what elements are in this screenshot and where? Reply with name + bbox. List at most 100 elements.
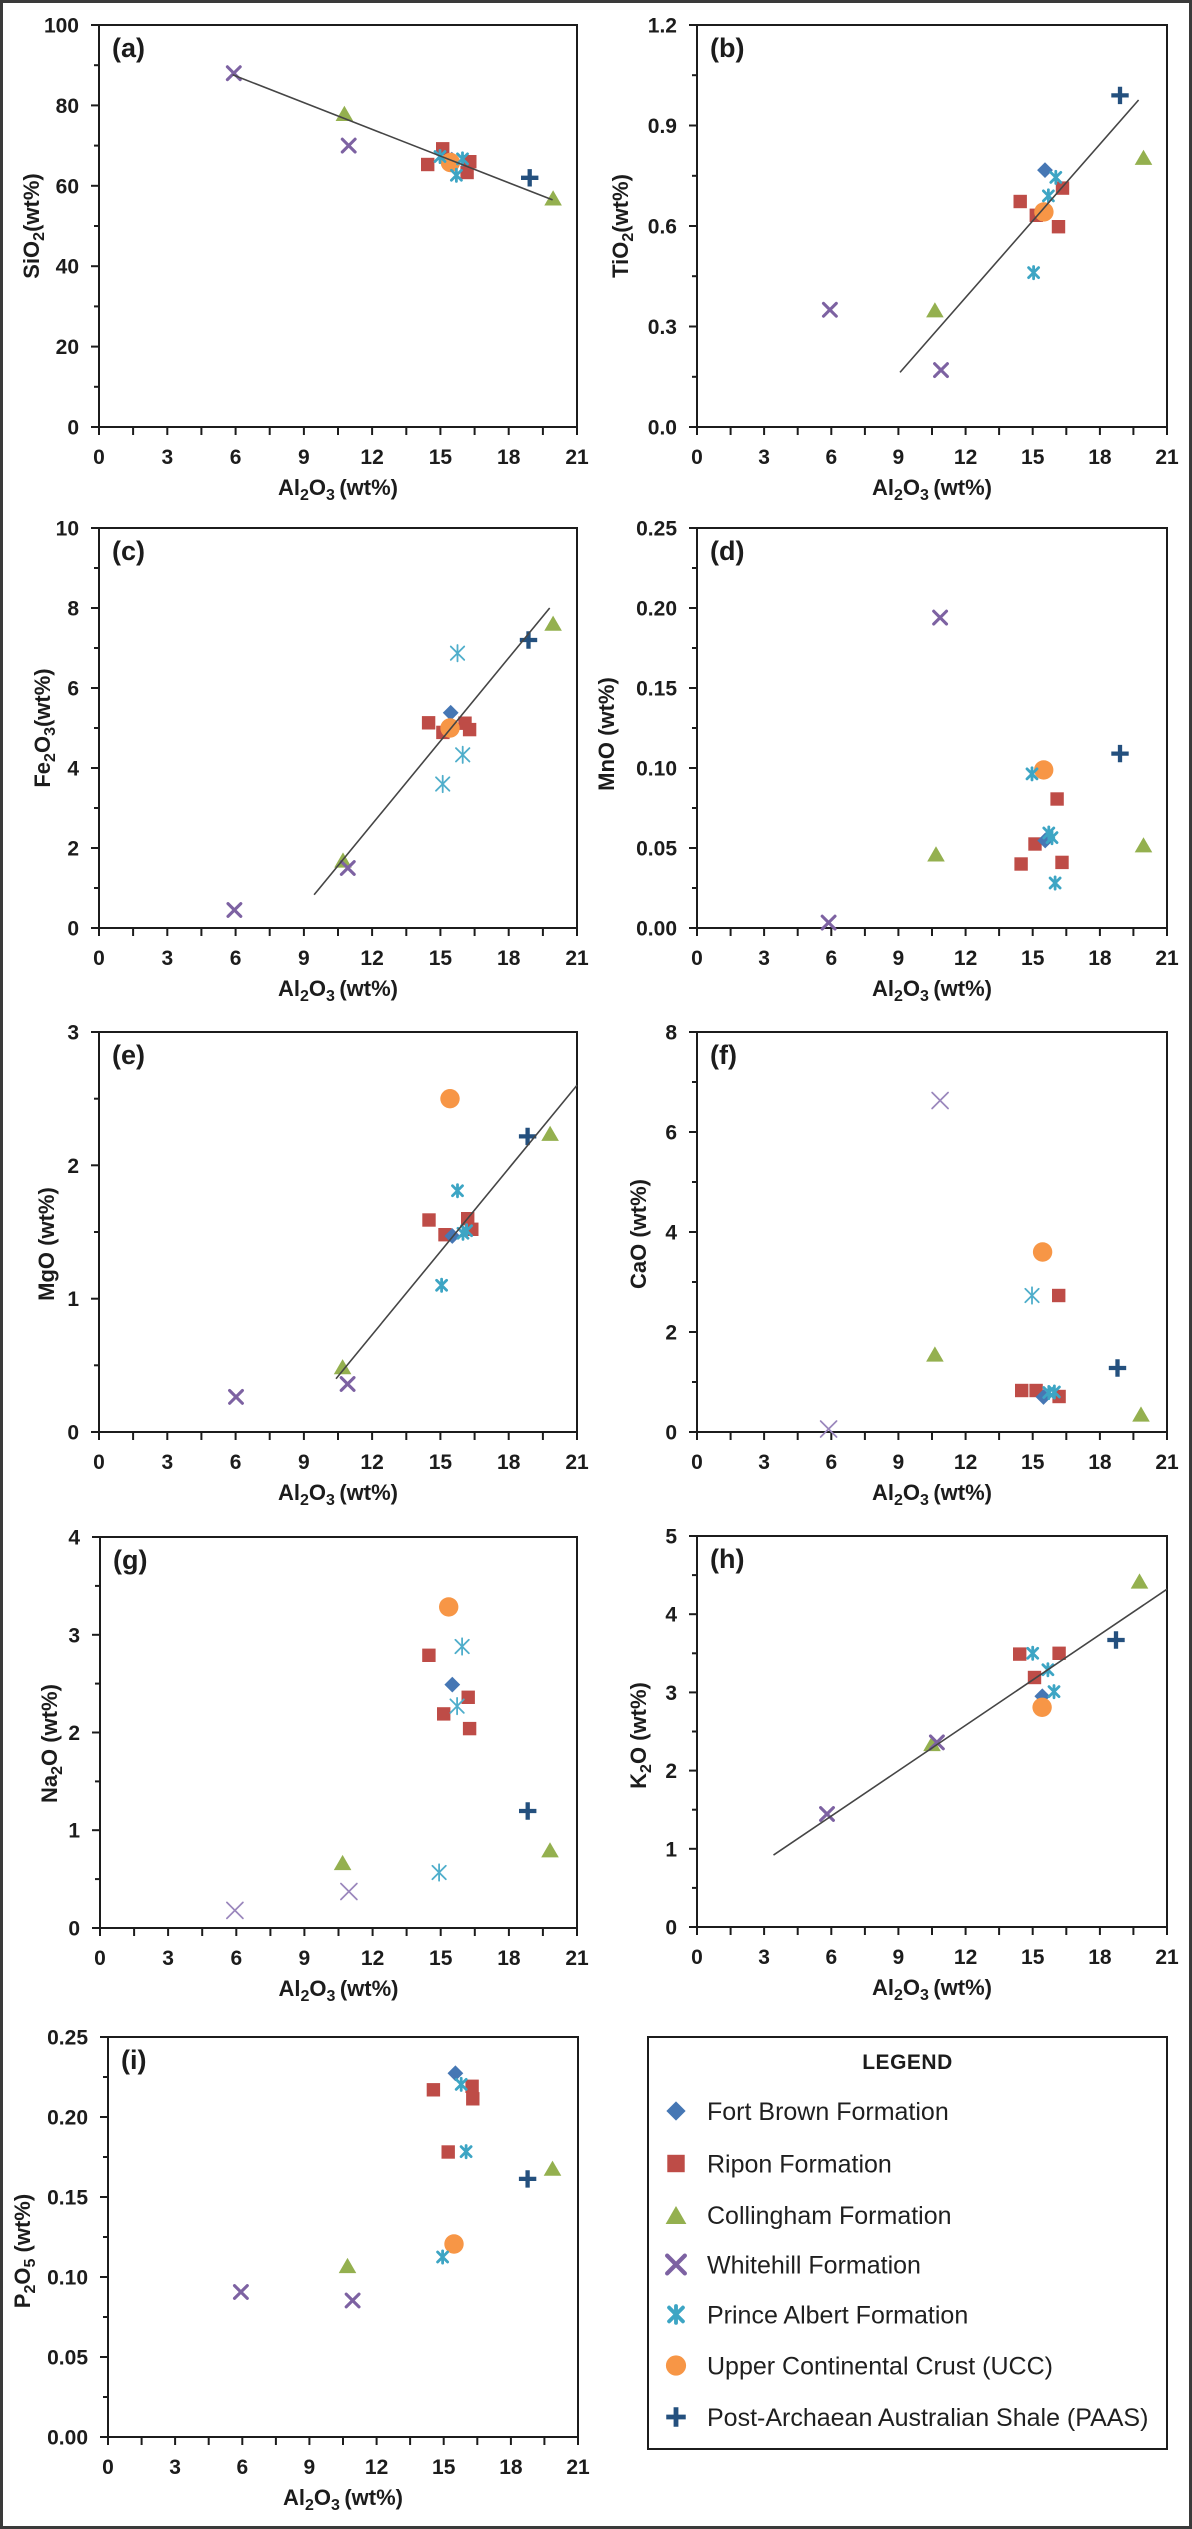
- svg-text:0.10: 0.10: [636, 758, 677, 781]
- svg-text:6: 6: [230, 446, 242, 469]
- svg-text:0: 0: [691, 947, 703, 970]
- svg-text:(b): (b): [710, 33, 744, 63]
- svg-text:9: 9: [893, 947, 905, 970]
- svg-text:LEGEND: LEGEND: [862, 2051, 953, 2074]
- svg-text:Ripon Formation: Ripon Formation: [707, 2151, 892, 2179]
- svg-text:21: 21: [565, 1947, 589, 1970]
- svg-text:21: 21: [566, 2456, 590, 2479]
- svg-text:3: 3: [161, 1451, 173, 1474]
- svg-text:21: 21: [565, 1451, 589, 1474]
- svg-text:0: 0: [93, 446, 105, 469]
- svg-text:15: 15: [429, 1451, 453, 1474]
- svg-text:18: 18: [1088, 446, 1112, 469]
- svg-text:0: 0: [93, 1451, 105, 1474]
- svg-text:6: 6: [230, 1947, 242, 1970]
- svg-text:9: 9: [893, 1946, 905, 1969]
- svg-text:12: 12: [954, 446, 977, 469]
- svg-text:6: 6: [230, 1451, 242, 1474]
- svg-text:12: 12: [954, 1946, 977, 1969]
- svg-text:6: 6: [665, 1122, 677, 1145]
- svg-text:Al2​O3​ (wt%): Al2​O3​ (wt%): [279, 1976, 399, 2005]
- svg-text:21: 21: [1155, 947, 1179, 970]
- svg-text:1.2: 1.2: [648, 15, 677, 38]
- svg-text:4: 4: [67, 758, 79, 781]
- svg-text:0.9: 0.9: [648, 115, 677, 138]
- svg-text:0: 0: [691, 1451, 703, 1474]
- svg-text:6: 6: [825, 1451, 837, 1474]
- svg-text:P2​O5​ (wt%): P2​O5​ (wt%): [10, 2194, 39, 2308]
- svg-text:0: 0: [665, 1917, 677, 1940]
- svg-text:9: 9: [298, 1451, 310, 1474]
- svg-text:0: 0: [67, 417, 79, 440]
- svg-text:0.15: 0.15: [47, 2187, 88, 2210]
- svg-text:6: 6: [825, 947, 837, 970]
- svg-text:3: 3: [758, 446, 770, 469]
- svg-text:3: 3: [758, 1451, 770, 1474]
- svg-text:0.3: 0.3: [648, 316, 677, 339]
- svg-text:0: 0: [102, 2456, 114, 2479]
- svg-text:0.05: 0.05: [636, 838, 677, 861]
- svg-text:0.10: 0.10: [47, 2267, 88, 2290]
- svg-text:2: 2: [67, 1155, 79, 1178]
- svg-text:6: 6: [230, 947, 242, 970]
- svg-text:100: 100: [44, 15, 79, 38]
- svg-text:4: 4: [68, 1527, 80, 1550]
- svg-text:Fort Brown Formation: Fort Brown Formation: [707, 2098, 949, 2126]
- svg-text:9: 9: [298, 947, 310, 970]
- svg-text:18: 18: [1088, 1946, 1112, 1969]
- svg-text:80: 80: [56, 95, 79, 118]
- svg-text:8: 8: [665, 1022, 677, 1045]
- svg-text:0.00: 0.00: [636, 918, 677, 941]
- svg-text:21: 21: [1155, 446, 1179, 469]
- svg-text:20: 20: [56, 336, 79, 359]
- svg-text:MgO (wt%): MgO (wt%): [34, 1187, 59, 1301]
- svg-text:18: 18: [497, 446, 521, 469]
- svg-text:15: 15: [1021, 947, 1045, 970]
- svg-text:12: 12: [954, 1451, 977, 1474]
- svg-text:Al2​O3​ (wt%): Al2​O3​ (wt%): [872, 976, 992, 1005]
- svg-text:60: 60: [56, 175, 79, 198]
- svg-text:3: 3: [665, 1682, 677, 1705]
- svg-text:Na2​O (wt%): Na2​O (wt%): [37, 1684, 66, 1803]
- svg-text:0: 0: [67, 1422, 79, 1445]
- svg-text:Prince Albert Formation: Prince Albert Formation: [707, 2302, 968, 2330]
- svg-text:CaO (wt%): CaO (wt%): [626, 1179, 651, 1289]
- svg-text:TiO2​(wt%): TiO2​(wt%): [608, 174, 637, 278]
- svg-text:MnO (wt%): MnO (wt%): [594, 677, 619, 791]
- svg-text:0: 0: [691, 446, 703, 469]
- svg-text:2: 2: [665, 1322, 677, 1345]
- svg-text:12: 12: [954, 947, 977, 970]
- svg-text:8: 8: [67, 598, 79, 621]
- svg-text:0: 0: [665, 1422, 677, 1445]
- svg-text:Upper Continental Crust (UCC): Upper Continental Crust (UCC): [707, 2353, 1053, 2381]
- svg-text:18: 18: [1088, 1451, 1112, 1474]
- svg-text:0.25: 0.25: [636, 518, 677, 541]
- svg-text:0: 0: [93, 947, 105, 970]
- svg-text:18: 18: [497, 1947, 521, 1970]
- svg-text:15: 15: [429, 1947, 453, 1970]
- svg-text:2: 2: [68, 1722, 80, 1745]
- svg-text:Whitehill Formation: Whitehill Formation: [707, 2252, 921, 2280]
- svg-text:5: 5: [665, 1526, 677, 1549]
- svg-text:10: 10: [56, 518, 79, 541]
- svg-text:3: 3: [758, 947, 770, 970]
- svg-text:0.00: 0.00: [47, 2427, 88, 2450]
- svg-text:21: 21: [1155, 1946, 1179, 1969]
- svg-text:21: 21: [565, 446, 589, 469]
- svg-text:0.05: 0.05: [47, 2347, 88, 2370]
- svg-text:6: 6: [825, 446, 837, 469]
- svg-text:(a): (a): [112, 33, 145, 63]
- svg-text:Al2​O3​ (wt%): Al2​O3​ (wt%): [283, 2485, 403, 2514]
- svg-text:(f): (f): [710, 1040, 737, 1070]
- svg-text:18: 18: [499, 2456, 523, 2479]
- svg-text:12: 12: [365, 2456, 388, 2479]
- svg-text:Al2​O3​ (wt%): Al2​O3​ (wt%): [872, 1480, 992, 1509]
- svg-text:(i): (i): [121, 2045, 146, 2075]
- svg-text:0: 0: [94, 1947, 106, 1970]
- svg-text:Collingham Formation: Collingham Formation: [707, 2202, 952, 2230]
- svg-text:15: 15: [1021, 1946, 1045, 1969]
- svg-text:0.20: 0.20: [47, 2107, 88, 2130]
- svg-text:0.0: 0.0: [648, 417, 677, 440]
- svg-text:3: 3: [161, 446, 173, 469]
- svg-text:6: 6: [67, 678, 79, 701]
